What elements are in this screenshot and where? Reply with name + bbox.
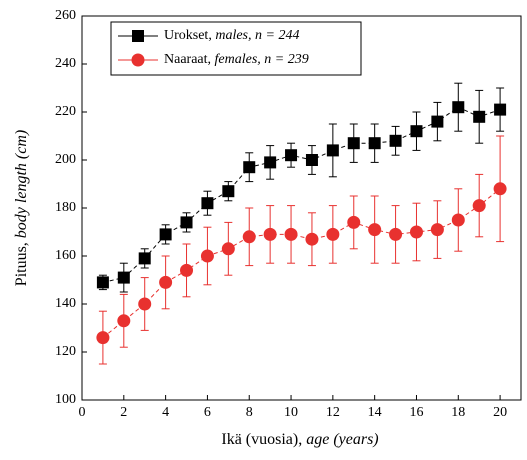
marker	[180, 216, 193, 229]
y-tick-label: 260	[55, 8, 76, 23]
x-tick-label: 20	[493, 405, 507, 420]
legend-name-italic: males, n = 244	[215, 28, 299, 43]
marker	[222, 185, 235, 198]
legend-label: Naaraat, females, n = 239	[164, 52, 309, 67]
marker	[347, 215, 361, 229]
y-tick-label: 200	[55, 152, 76, 167]
x-tick-label: 14	[368, 405, 382, 420]
marker	[117, 271, 130, 284]
marker	[180, 263, 194, 277]
marker	[284, 227, 298, 241]
marker	[452, 101, 465, 114]
marker	[493, 182, 507, 196]
marker	[138, 252, 151, 265]
legend-label: Urokset, males, n = 244	[164, 28, 299, 43]
marker	[389, 227, 403, 241]
marker	[242, 230, 256, 244]
marker	[347, 137, 360, 150]
marker	[243, 161, 256, 174]
marker	[494, 103, 507, 116]
marker	[389, 134, 402, 147]
legend-marker	[132, 30, 144, 42]
marker	[264, 156, 277, 169]
marker	[200, 249, 214, 263]
marker	[472, 199, 486, 213]
marker	[409, 225, 423, 239]
legend-marker	[131, 53, 145, 67]
marker	[138, 297, 152, 311]
legend-name: Naaraat,	[164, 52, 211, 67]
marker	[431, 115, 444, 128]
y-tick-label: 120	[55, 344, 76, 359]
series-line	[102, 188, 501, 338]
marker	[96, 331, 110, 345]
y-tick-label: 240	[55, 56, 76, 71]
legend-name-italic: females, n = 239	[215, 52, 309, 67]
y-tick-label: 160	[55, 248, 76, 263]
x-tick-label: 4	[162, 405, 169, 420]
marker	[305, 154, 318, 166]
x-tick-label: 0	[79, 405, 86, 420]
marker	[305, 232, 319, 246]
y-label-italic: body length (cm)	[13, 130, 30, 238]
y-label-main: Pituus,	[13, 242, 30, 286]
marker	[263, 227, 277, 241]
marker	[473, 110, 486, 123]
marker	[368, 137, 381, 150]
x-tick-label: 2	[120, 405, 127, 420]
marker	[368, 223, 382, 237]
x-axis-label: Ikä (vuosia), age (years)	[221, 431, 378, 448]
marker	[159, 228, 172, 241]
x-tick-label: 16	[409, 405, 423, 420]
y-tick-label: 100	[55, 392, 76, 407]
marker	[326, 227, 340, 241]
x-label-italic: age (years)	[306, 431, 378, 448]
x-label-main: Ikä (vuosia),	[221, 431, 302, 448]
marker	[117, 314, 131, 328]
x-tick-label: 18	[451, 405, 465, 420]
x-tick-label: 8	[246, 405, 253, 420]
marker	[410, 125, 423, 138]
y-tick-label: 180	[55, 200, 76, 215]
legend-box	[110, 21, 362, 76]
marker	[201, 197, 214, 210]
y-tick-label: 220	[55, 104, 76, 119]
marker	[221, 242, 235, 256]
marker	[159, 275, 173, 289]
y-tick-label: 140	[55, 296, 76, 311]
marker	[96, 276, 109, 289]
x-tick-label: 6	[204, 405, 211, 420]
marker	[430, 223, 444, 237]
marker	[326, 144, 339, 157]
x-tick-label: 12	[326, 405, 340, 420]
marker	[285, 149, 298, 162]
legend-name: Urokset,	[164, 28, 212, 43]
x-tick-label: 10	[284, 405, 298, 420]
marker	[451, 213, 465, 227]
y-axis-label: Pituus, body length (cm)	[13, 130, 30, 286]
